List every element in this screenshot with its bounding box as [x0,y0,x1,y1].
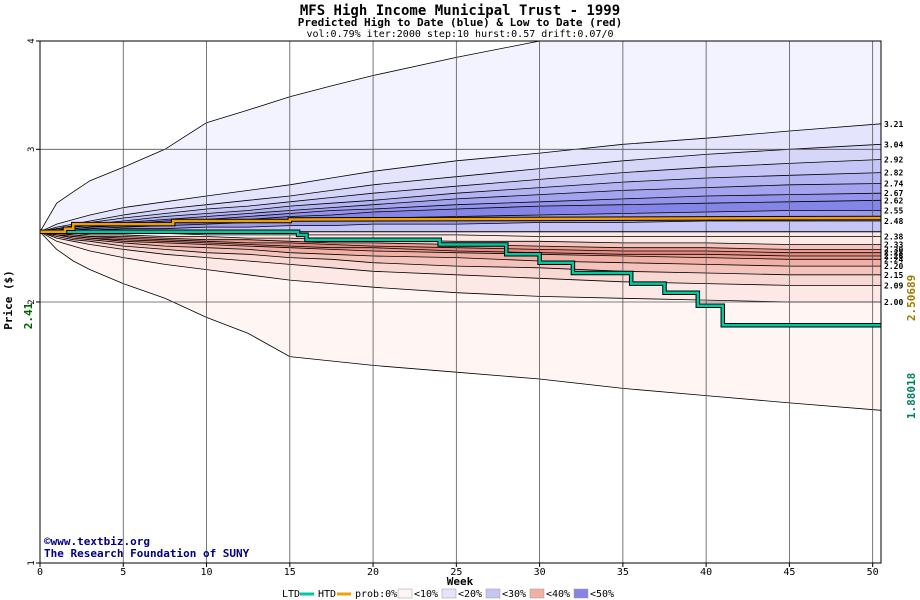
y-tick-label-1: 1 [27,560,37,565]
legend-swatch-2 [485,588,501,599]
upper-band-9 [40,221,881,232]
x-axis-label: Week [447,575,474,588]
start-price-label: 2.41 [22,302,35,329]
legend-swatch-3 [529,588,545,599]
y-axis-label: Price ($) [2,270,15,330]
quantile-label-2.74: 2.74 [884,179,903,188]
lower-band-4 [40,231,881,256]
quantile-label-2.28: 2.28 [884,249,903,258]
x-tick-label-0: 0 [37,567,43,578]
quantile-label-2.62: 2.62 [884,196,903,205]
quantile-label-2.55: 2.55 [884,207,903,216]
quantile-label-2.92: 2.92 [884,156,903,165]
x-tick-label-20: 20 [367,567,379,578]
quantile-label-2.00: 2.00 [884,298,903,307]
ltd-final-label: 1.88018 [905,373,918,419]
ltd-line [40,230,881,327]
chart-parameters: vol:0.79% iter:2000 step:10 hurst:0.57 d… [306,29,613,40]
legend-swatch-0 [397,588,413,599]
x-tick-label-45: 45 [783,567,795,578]
quantile-label-3.04: 3.04 [884,140,903,149]
organization-text: The Research Foundation of SUNY [44,547,250,560]
y-tick-label-2: 2 [27,299,37,304]
upper-band-2 [40,144,881,232]
htd-final-label: 2.50689 [905,275,918,321]
chart-subtitle: Predicted High to Date (blue) & Low to D… [298,16,623,29]
x-tick-label-30: 30 [534,567,546,578]
x-tick-label-50: 50 [867,567,879,578]
copyright-text: ©www.textbiz.org [44,535,150,548]
lower-band-5 [40,231,881,260]
quantile-label-2.38: 2.38 [884,232,903,241]
x-tick-label-35: 35 [617,567,629,578]
series-lines [40,215,882,328]
x-tick-label-15: 15 [284,567,296,578]
quantile-label-2.20: 2.20 [884,262,903,271]
upper-band-3 [40,159,881,232]
quantile-label-2.15: 2.15 [884,271,903,280]
lower-band-2 [40,231,881,250]
probability-bands [40,41,881,411]
quantile-label-2.67: 2.67 [884,189,903,198]
quantile-label-2.24: 2.24 [884,255,903,264]
legend-swatch-1 [441,588,457,599]
legend-item-label-1: <20% [458,589,482,600]
quantile-label-2.82: 2.82 [884,169,903,178]
y-tick-label-4: 4 [27,38,37,43]
legend-item-label-3: <40% [546,589,570,600]
legend-item-label-0: <10% [414,589,438,600]
x-tick-label-40: 40 [700,567,712,578]
quantile-label-2.30: 2.30 [884,245,903,254]
legend-htd-label: HTD [318,589,336,600]
lower-band-3 [40,231,881,253]
upper-band-1 [40,123,881,232]
quantile-label-2.26: 2.26 [884,252,903,261]
legend-item-label-2: <30% [502,589,526,600]
x-tick-label-25: 25 [450,567,462,578]
y-axis-ticks: 1 2 3 4 [27,38,40,566]
legend-item-label-4: <50% [590,589,614,600]
upper-band-0 [40,41,881,232]
y-tick-label-3: 3 [27,147,37,152]
legend-swatch-4 [573,588,589,599]
x-tick-label-10: 10 [201,567,213,578]
legend-prob-label: prob:0% [355,589,397,600]
quantile-label-2.09: 2.09 [884,281,903,290]
x-axis-ticks: 0 5 10 15 20 25 30 35 40 45 50 [37,563,879,578]
legend-ltd-label: LTD [282,589,300,600]
quantile-label-2.48: 2.48 [884,217,903,226]
legend: LTD HTD prob:0% <10% <20% <30% <40% <50% [282,588,614,600]
quantile-labels: 3.21 3.04 2.92 2.822.742.672.62 2.552.48 2.38… [884,120,903,307]
x-tick-label-5: 5 [120,567,126,578]
upper-band-6 [40,193,881,232]
quantile-label-2.33: 2.33 [884,240,903,249]
chart-title: MFS High Income Municipal Trust - 1999 [300,3,620,19]
htd-line [40,216,882,234]
upper-band-4 [40,172,881,232]
upper-band-5 [40,183,881,232]
quantile-label-3.21: 3.21 [884,120,903,129]
lower-band-9 [40,231,881,302]
lower-band-10 [40,231,881,411]
lower-band-6 [40,231,881,267]
